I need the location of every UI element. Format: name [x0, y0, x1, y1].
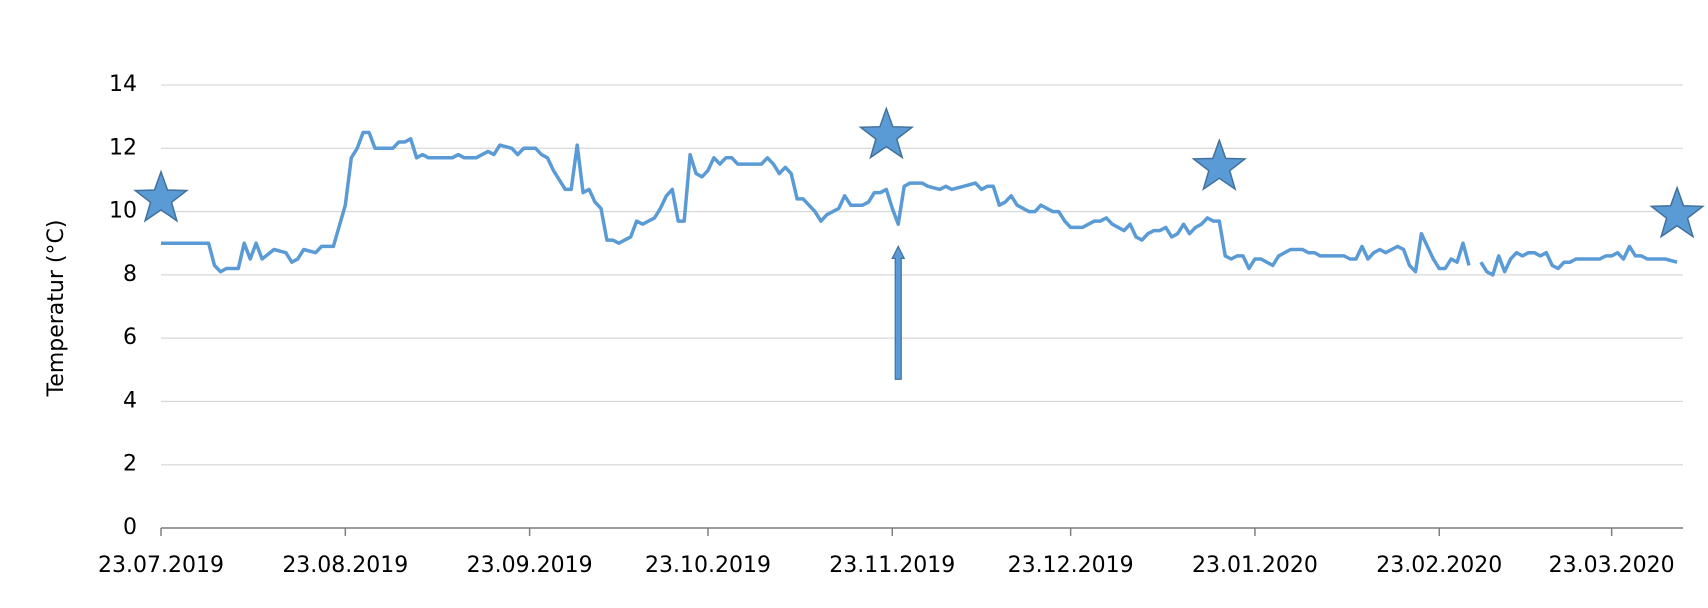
y-tick-label: 6	[123, 325, 137, 350]
arrow	[891, 245, 906, 380]
x-tick-label: 23.08.2019	[282, 553, 408, 578]
y-tick-label: 8	[123, 262, 137, 287]
star-marker	[1191, 138, 1248, 191]
x-tick-label: 23.12.2019	[1008, 553, 1134, 578]
x-tick-label: 23.01.2020	[1192, 553, 1318, 578]
temperature-line	[161, 130, 1678, 277]
y-tick-label: 10	[109, 199, 137, 224]
star-marker	[133, 169, 189, 223]
x-tick-label: 23.02.2020	[1376, 553, 1502, 578]
y-tick-label: 0	[123, 515, 137, 540]
x-tick-label: 23.07.2019	[98, 553, 224, 578]
star-marker	[1649, 185, 1705, 239]
x-tick-label: 23.10.2019	[645, 553, 771, 578]
y-tick-label: 4	[123, 388, 137, 413]
x-tick-label: 23.11.2019	[829, 553, 955, 578]
x-tick-label: 23.03.2020	[1549, 553, 1675, 578]
x-tick-label: 23.09.2019	[467, 553, 593, 578]
y-tick-label: 12	[109, 135, 137, 160]
y-tick-label: 2	[123, 452, 137, 477]
star-marker	[858, 106, 915, 160]
y-tick-label: 14	[109, 72, 137, 97]
y-axis-label: Temperatur (°C)	[44, 220, 69, 398]
